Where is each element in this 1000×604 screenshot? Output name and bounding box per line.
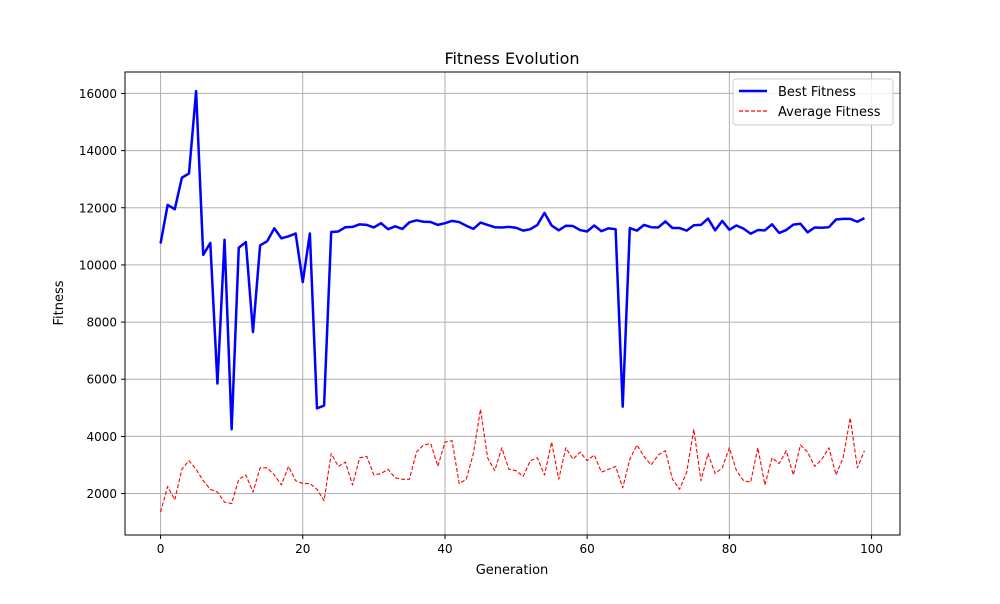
y-tick-label: 16000: [79, 87, 117, 101]
chart-title: Fitness Evolution: [444, 49, 579, 68]
x-tick-label: 20: [295, 542, 310, 556]
plot-frame: [124, 71, 901, 536]
y-tick-label: 14000: [79, 144, 117, 158]
legend: Best Fitness Average Fitness: [732, 78, 894, 126]
x-axis-label: Generation: [476, 563, 549, 578]
x-tick-label: 80: [722, 542, 737, 556]
legend-label-best-fitness: Best Fitness: [778, 85, 856, 100]
series-line-best-fitness: [159, 89, 866, 431]
x-tick-label: 0: [157, 542, 165, 556]
x-tick-label: 60: [580, 542, 595, 556]
y-tick-label: 2000: [86, 487, 117, 501]
x-tick-label: 40: [437, 542, 452, 556]
series-layer: [159, 89, 866, 513]
series-line-average-fitness: [160, 408, 865, 513]
legend-label-average-fitness: Average Fitness: [778, 105, 881, 120]
y-tick-label: 8000: [86, 316, 117, 330]
y-axis-label: Fitness: [52, 280, 67, 325]
y-tick-label: 12000: [79, 201, 117, 215]
legend-box: [732, 78, 894, 126]
tick-layer: 0 20 40 60 80 100 2000 4000 6000 8000 10000 12000 14…: [79, 87, 883, 556]
grid-layer: [125, 72, 900, 535]
x-tick-label: 100: [860, 542, 883, 556]
y-tick-label: 6000: [86, 373, 117, 387]
y-tick-label: 4000: [86, 430, 117, 444]
y-tick-label: 10000: [79, 258, 117, 272]
